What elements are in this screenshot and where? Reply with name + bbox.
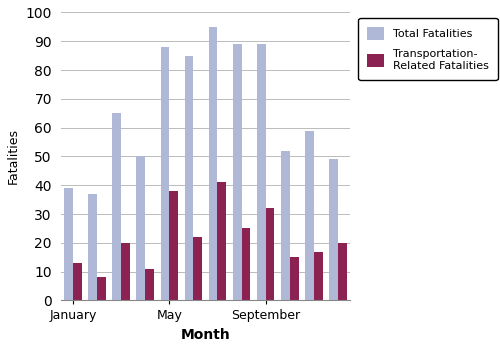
Bar: [329, 159, 338, 300]
Bar: [97, 277, 106, 300]
Bar: [194, 237, 202, 300]
Bar: [257, 44, 266, 300]
Bar: [184, 55, 194, 300]
Bar: [218, 183, 226, 300]
Bar: [170, 191, 178, 300]
Bar: [112, 113, 121, 300]
Bar: [314, 252, 322, 300]
Bar: [88, 194, 97, 300]
Bar: [338, 243, 346, 300]
Bar: [136, 156, 145, 300]
X-axis label: Month: Month: [180, 328, 230, 342]
Bar: [121, 243, 130, 300]
Legend: Total Fatalities, Transportation-
Related Fatalities: Total Fatalities, Transportation- Relate…: [358, 18, 498, 80]
Bar: [160, 47, 170, 300]
Bar: [208, 27, 218, 300]
Bar: [281, 151, 290, 300]
Bar: [290, 257, 298, 300]
Bar: [305, 131, 314, 300]
Y-axis label: Fatalities: Fatalities: [7, 128, 20, 185]
Bar: [242, 229, 250, 300]
Bar: [73, 263, 82, 300]
Bar: [145, 269, 154, 300]
Bar: [233, 44, 241, 300]
Bar: [64, 188, 73, 300]
Bar: [266, 208, 274, 300]
